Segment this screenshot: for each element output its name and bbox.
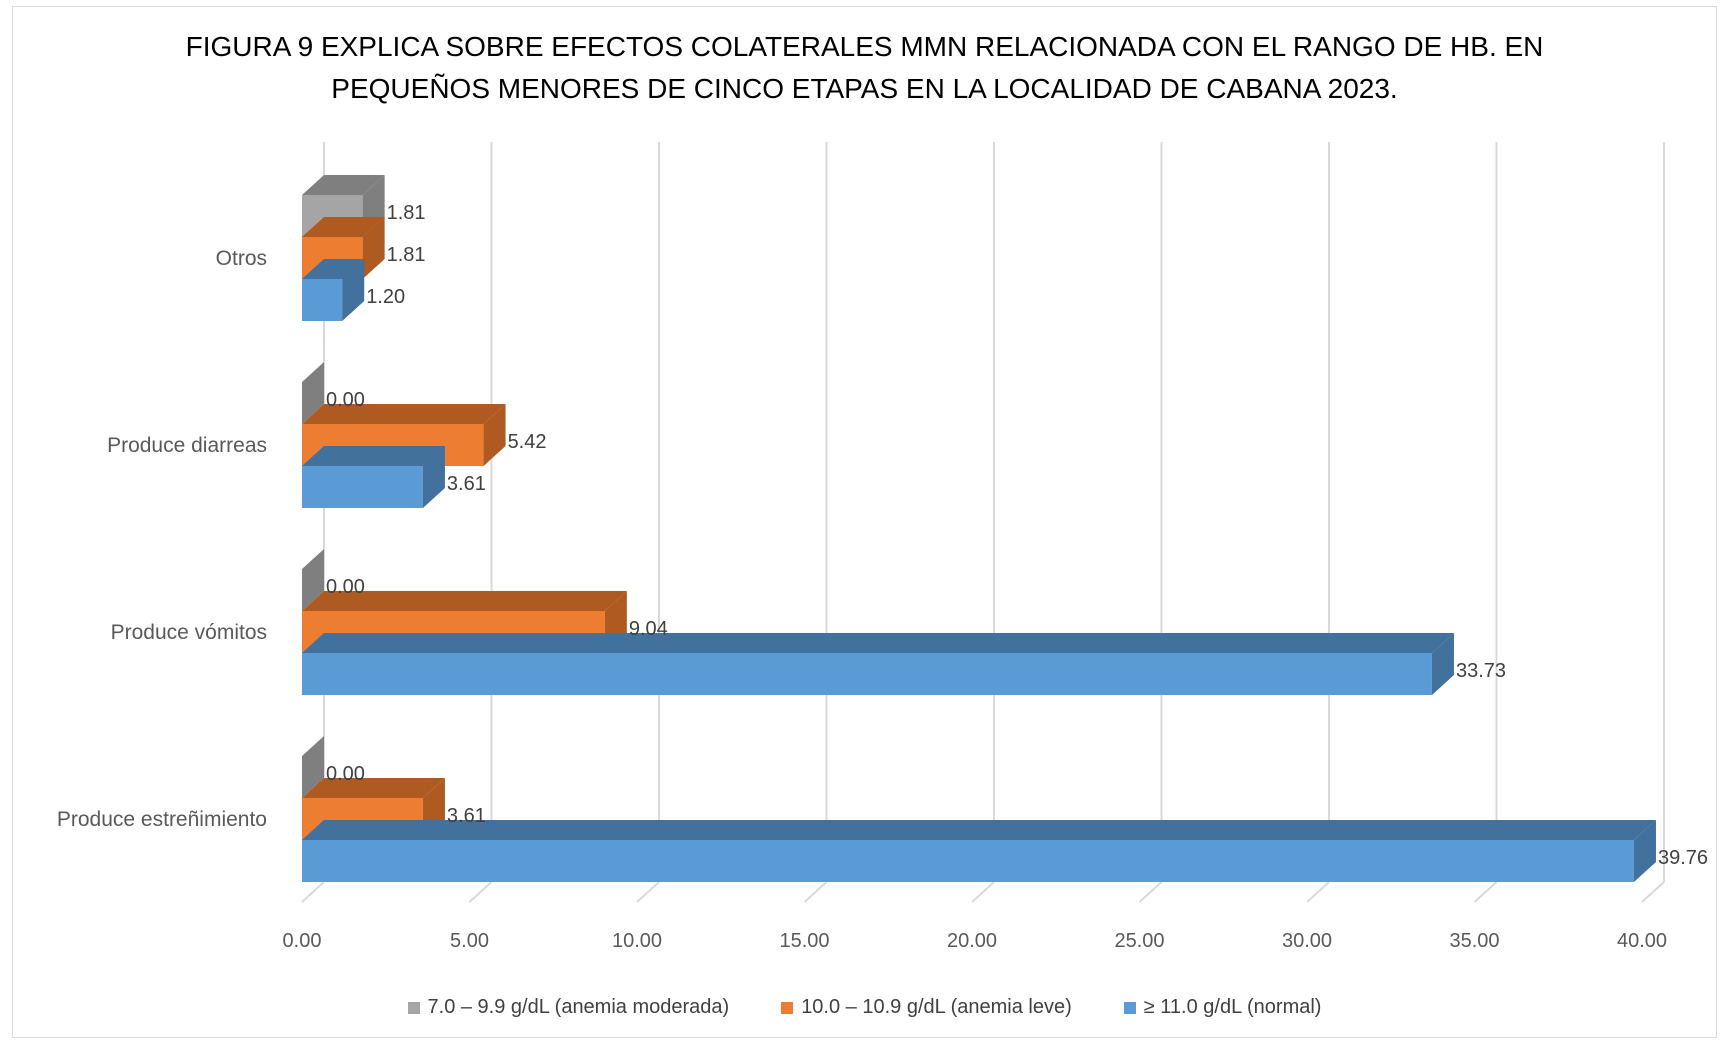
legend-swatch-moderada xyxy=(407,1001,420,1014)
bar-end-face xyxy=(483,404,506,466)
legend-swatch-normal xyxy=(1123,1001,1136,1014)
floor-gridline xyxy=(1138,881,1163,903)
x-tick-label: 35.00 xyxy=(1449,930,1499,952)
bars xyxy=(302,175,1656,882)
bar-end-face xyxy=(302,362,324,424)
data-label: 3.61 xyxy=(447,473,486,495)
data-label: 3.61 xyxy=(447,805,486,827)
x-tick-label: 15.00 xyxy=(779,930,829,952)
floor-gridline xyxy=(971,881,995,903)
chart-title-line-1: FIGURA 9 EXPLICA SOBRE EFECTOS COLATERAL… xyxy=(185,31,1544,62)
legend-label-moderada: 7.0 – 9.9 g/dL (anemia moderada) xyxy=(427,996,730,1018)
data-label: 39.76 xyxy=(1658,847,1708,869)
bar-end-face xyxy=(1633,820,1656,882)
category-label: Produce vómitos xyxy=(111,621,267,644)
bar-end-face xyxy=(342,259,365,321)
bar-top-face xyxy=(302,446,445,466)
floor-gridline xyxy=(803,881,828,903)
bar-end-face xyxy=(422,446,445,508)
bar-end-face xyxy=(302,549,324,611)
bar-top-face xyxy=(302,217,385,237)
bar-top-face xyxy=(302,175,385,195)
labels: 0.00 5.00 10.00 15.00 20.00 25.00 30.00 35.00 40… xyxy=(57,202,1708,952)
x-tick-label: 0.00 xyxy=(283,930,322,952)
bar-end-face xyxy=(302,736,324,798)
x-tick-label: 25.00 xyxy=(1114,930,1164,952)
data-label: 0.00 xyxy=(326,389,365,411)
legend-item-leve: 10.0 – 10.9 g/dL (anemia leve) xyxy=(781,996,1072,1019)
bar-top-face xyxy=(302,778,445,798)
floor-gridline xyxy=(468,881,493,903)
category-label: Produce diarreas xyxy=(107,434,267,457)
data-label: 0.00 xyxy=(326,763,365,785)
bar xyxy=(302,840,1634,882)
data-label: 33.73 xyxy=(1456,660,1506,682)
x-tick-label: 10.00 xyxy=(612,930,662,952)
x-tick-label: 30.00 xyxy=(1282,930,1332,952)
legend: 7.0 – 9.9 g/dL (anemia moderada) 10.0 – … xyxy=(0,996,1729,1019)
floor-gridline xyxy=(301,881,325,903)
bar-end-face xyxy=(1431,633,1454,695)
bar-top-face xyxy=(302,591,627,611)
category-label: Otros xyxy=(216,247,267,270)
floor-gridline xyxy=(1473,881,1498,903)
x-tick-label: 5.00 xyxy=(450,930,489,952)
legend-item-moderada: 7.0 – 9.9 g/dL (anemia moderada) xyxy=(407,996,730,1019)
chart-title: FIGURA 9 EXPLICA SOBRE EFECTOS COLATERAL… xyxy=(0,26,1729,110)
floor-gridline xyxy=(636,881,660,903)
gridlines xyxy=(301,142,1665,903)
floor-gridline xyxy=(1306,881,1330,903)
chart-title-line-2: PEQUEÑOS MENORES DE CINCO ETAPAS EN LA L… xyxy=(331,73,1398,104)
floor-gridline xyxy=(1641,881,1665,903)
data-label: 5.42 xyxy=(508,431,547,453)
x-tick-label: 40.00 xyxy=(1617,930,1667,952)
data-label: 1.81 xyxy=(387,202,426,224)
bar-end-face xyxy=(362,217,385,279)
legend-item-normal: ≥ 11.0 g/dL (normal) xyxy=(1123,996,1322,1019)
data-label: 1.81 xyxy=(387,244,426,266)
x-tick-label: 20.00 xyxy=(947,930,997,952)
bar-top-face xyxy=(302,820,1656,840)
data-label: 1.20 xyxy=(366,286,405,308)
category-label: Produce estreñimiento xyxy=(57,808,267,831)
bar-top-face xyxy=(302,404,506,424)
bar-top-face xyxy=(302,633,1454,653)
bar xyxy=(302,279,343,321)
data-label: 0.00 xyxy=(326,576,365,598)
legend-swatch-leve xyxy=(781,1001,794,1014)
bar-top-face xyxy=(302,259,365,279)
legend-label-leve: 10.0 – 10.9 g/dL (anemia leve) xyxy=(801,996,1072,1018)
data-label: 9.04 xyxy=(629,618,668,640)
bar xyxy=(302,653,1432,695)
bar xyxy=(302,466,423,508)
legend-label-normal: ≥ 11.0 g/dL (normal) xyxy=(1143,996,1322,1018)
